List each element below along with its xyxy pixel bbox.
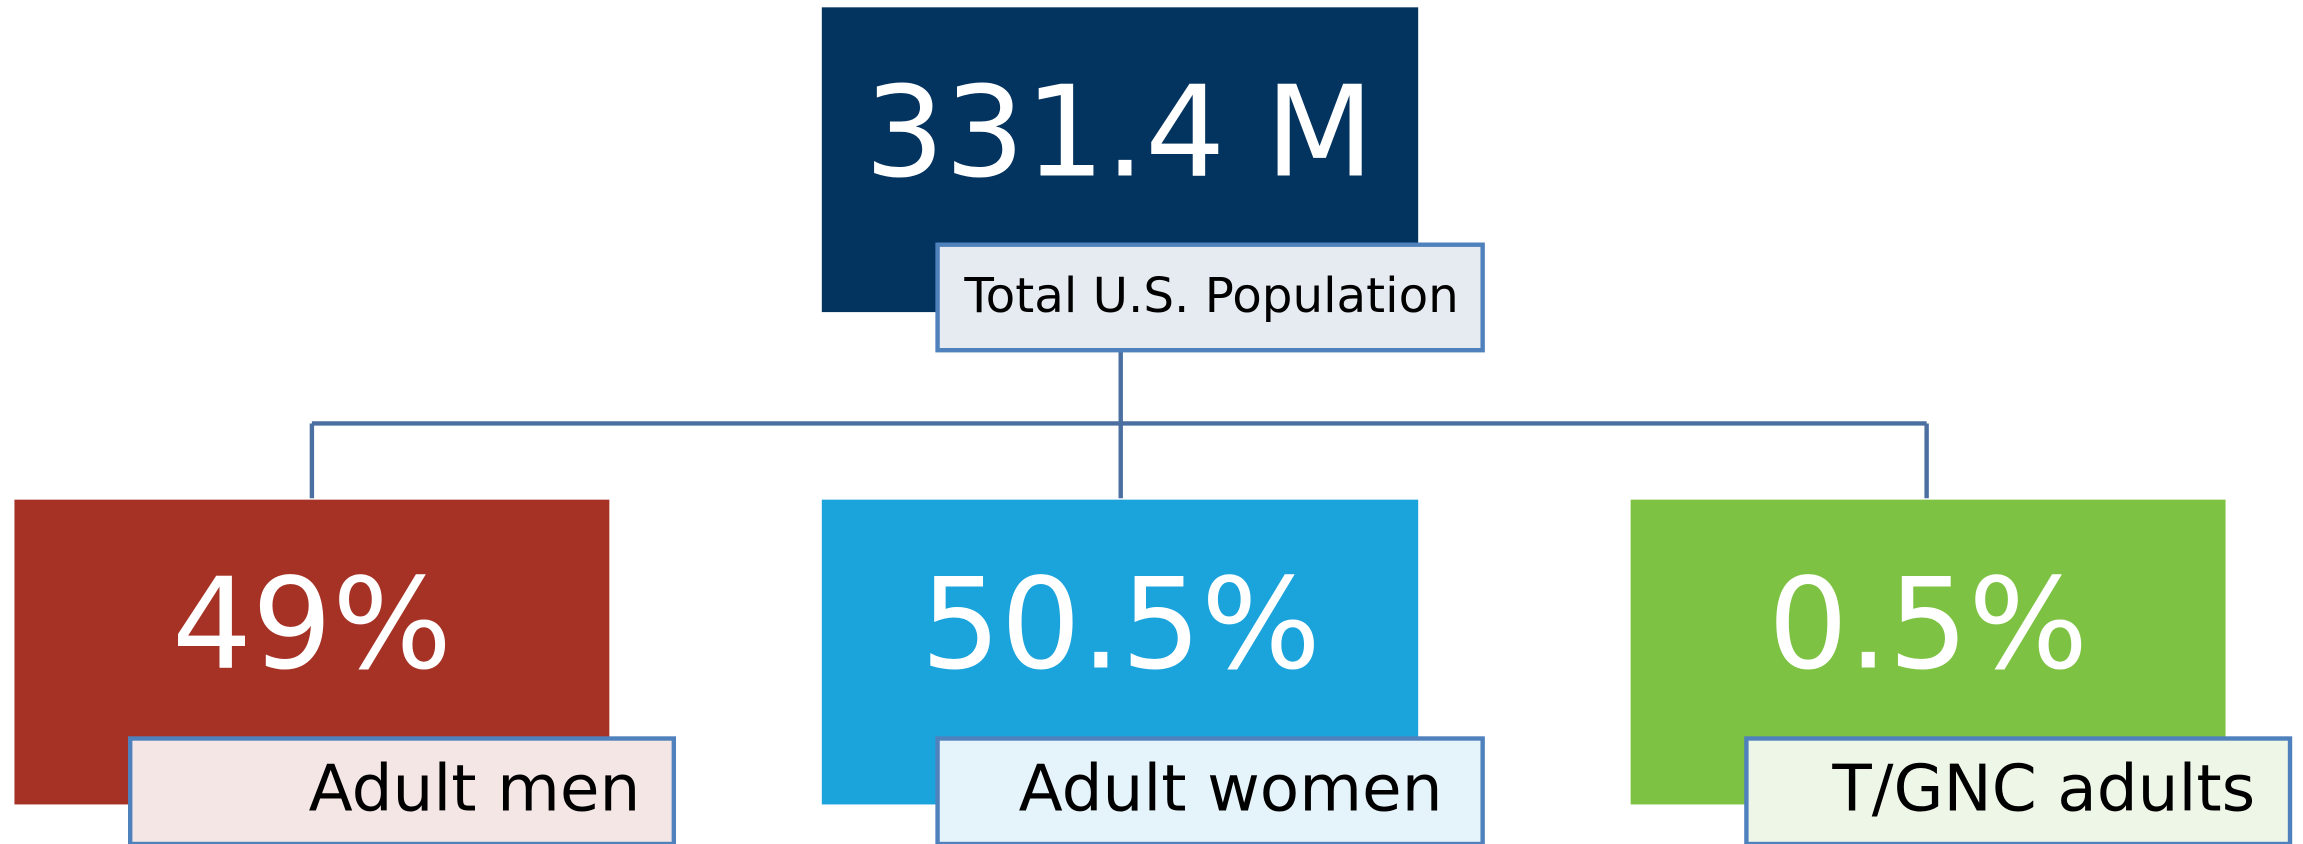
root-label: Total U.S. Population <box>963 268 1458 324</box>
child-label: T/GNC adults <box>1831 751 2255 826</box>
root-value: 331.4 M <box>865 58 1374 205</box>
child-value: 49% <box>172 551 452 698</box>
connectors <box>309 350 1929 499</box>
root-label-box <box>935 242 1485 353</box>
child-value: 0.5% <box>1768 551 2088 698</box>
child-label: Adult women <box>1019 751 1443 826</box>
child-value: 50.5% <box>921 551 1321 698</box>
child-label-box <box>935 736 1485 844</box>
child-label-box <box>128 736 677 844</box>
child-label: Adult men <box>309 751 641 826</box>
child-label-box <box>1744 736 2293 844</box>
